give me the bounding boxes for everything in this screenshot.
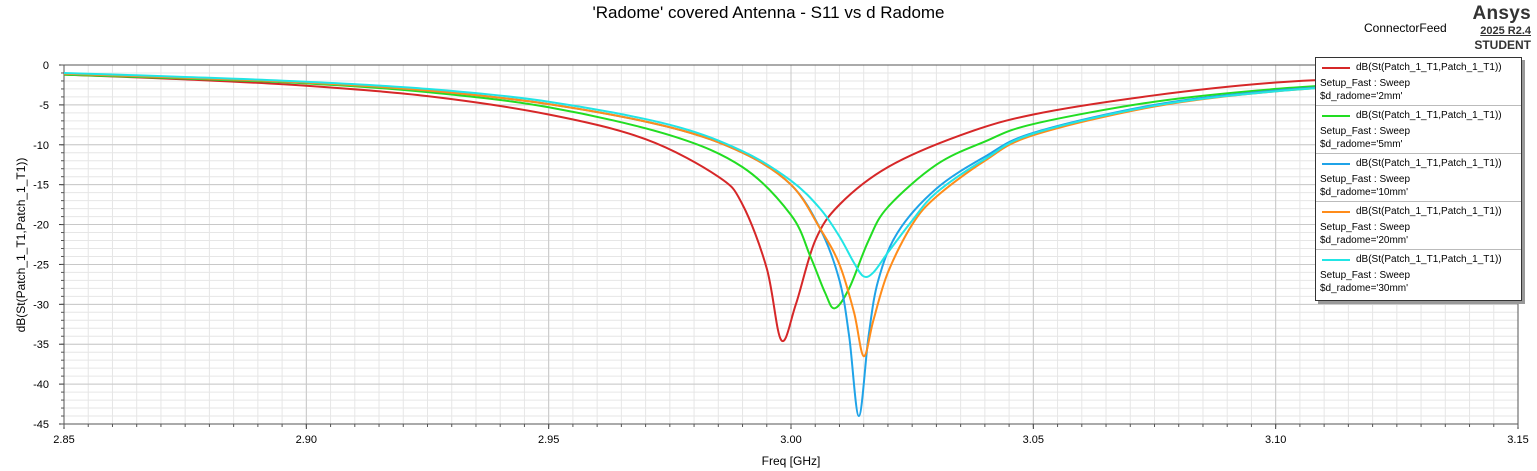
- y-tick-label: 0: [43, 60, 49, 72]
- x-tick-label: 3.05: [1023, 434, 1044, 446]
- legend[interactable]: dB(St(Patch_1_T1,Patch_1_T1)) Setup_Fast …: [1315, 57, 1522, 301]
- legend-entry[interactable]: dB(St(Patch_1_T1,Patch_1_T1)) Setup_Fast …: [1316, 154, 1521, 202]
- brand-name: Ansys: [1472, 3, 1531, 24]
- y-tick-label: -5: [39, 100, 49, 112]
- legend-parameter: $d_radome='10mm': [1320, 187, 1409, 198]
- legend-setup: Setup_Fast : Sweep: [1320, 126, 1411, 137]
- legend-parameter: $d_radome='30mm': [1320, 283, 1409, 294]
- y-tick-label: -20: [33, 220, 49, 232]
- chart-title: 'Radome' covered Antenna - S11 vs d Rado…: [592, 3, 945, 22]
- x-tick-label: 3.00: [780, 434, 801, 446]
- legend-setup: Setup_Fast : Sweep: [1320, 222, 1411, 233]
- legend-parameter: $d_radome='5mm': [1320, 139, 1403, 150]
- series-line-4: [63, 71, 1519, 279]
- y-tick-label: -45: [33, 419, 49, 431]
- legend-expression: dB(St(Patch_1_T1,Patch_1_T1)): [1356, 206, 1502, 217]
- x-axis-label: Freq [GHz]: [762, 454, 821, 468]
- legend-entry[interactable]: dB(St(Patch_1_T1,Patch_1_T1)) Setup_Fast …: [1316, 202, 1521, 250]
- legend-setup: Setup_Fast : Sweep: [1320, 78, 1411, 89]
- brand-version: 2025 R2.4: [1480, 25, 1531, 37]
- legend-parameter: $d_radome='2mm': [1320, 91, 1403, 102]
- x-tick-label: 3.10: [1265, 434, 1286, 446]
- legend-expression: dB(St(Patch_1_T1,Patch_1_T1)): [1356, 158, 1502, 169]
- legend-swatch: [1322, 163, 1350, 165]
- legend-swatch: [1322, 259, 1350, 261]
- axes: 2.85 2.90 2.95 3.00 3.05 3.10 3.15 0 -5 -10 -15 -20…: [33, 60, 1529, 446]
- series-line-1: [63, 73, 1519, 310]
- legend-setup: Setup_Fast : Sweep: [1320, 174, 1411, 185]
- legend-expression: dB(St(Patch_1_T1,Patch_1_T1)): [1356, 254, 1502, 265]
- grid: [63, 64, 1519, 425]
- legend-entry[interactable]: dB(St(Patch_1_T1,Patch_1_T1)) Setup_Fast …: [1316, 250, 1521, 297]
- y-tick-label: -15: [33, 180, 49, 192]
- y-tick-label: -10: [33, 140, 49, 152]
- chart-subtitle: ConnectorFeed: [1364, 21, 1447, 35]
- y-tick-label: -25: [33, 259, 49, 271]
- series-line-0: [63, 71, 1519, 343]
- legend-swatch: [1322, 67, 1350, 69]
- x-tick-label: 2.85: [53, 434, 74, 446]
- brand-edition: STUDENT: [1474, 38, 1531, 52]
- legend-expression: dB(St(Patch_1_T1,Patch_1_T1)): [1356, 62, 1502, 73]
- legend-entry[interactable]: dB(St(Patch_1_T1,Patch_1_T1)) Setup_Fast …: [1316, 106, 1521, 154]
- y-axis-label: dB(St(Patch_1_T1,Patch_1_T1)): [14, 158, 28, 333]
- legend-setup: Setup_Fast : Sweep: [1320, 270, 1411, 281]
- x-tick-label: 2.95: [538, 434, 559, 446]
- y-tick-label: -30: [33, 299, 49, 311]
- brand-block: Ansys 2025 R2.4 STUDENT: [1472, 3, 1531, 53]
- series-lines: [63, 71, 1519, 418]
- legend-swatch: [1322, 115, 1350, 117]
- y-tick-label: -40: [33, 379, 49, 391]
- legend-entry[interactable]: dB(St(Patch_1_T1,Patch_1_T1)) Setup_Fast …: [1316, 58, 1521, 106]
- y-tick-label: -35: [33, 339, 49, 351]
- legend-parameter: $d_radome='20mm': [1320, 235, 1409, 246]
- legend-expression: dB(St(Patch_1_T1,Patch_1_T1)): [1356, 110, 1502, 121]
- x-tick-label: 3.15: [1507, 434, 1528, 446]
- legend-swatch: [1322, 211, 1350, 213]
- x-tick-label: 2.90: [296, 434, 317, 446]
